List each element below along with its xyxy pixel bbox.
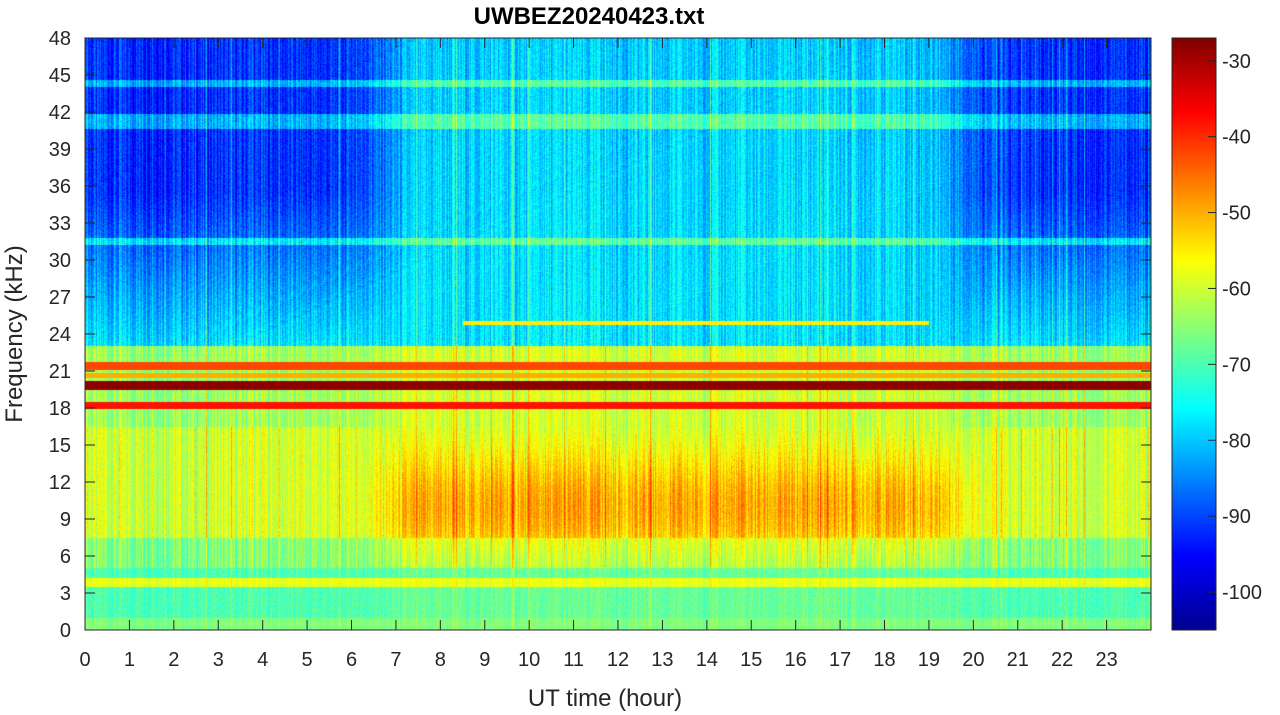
y-tick-label: 27 [49,287,71,309]
x-tick-label: 8 [435,649,446,671]
x-tick-label: 10 [518,649,540,671]
colorbar-tick-label: -80 [1222,430,1251,452]
chart-title: UWBEZ20240423.txt [474,3,705,30]
x-tick-label: 4 [257,649,268,671]
x-tick-label: 22 [1051,649,1073,671]
colorbar-tick-label: -90 [1222,506,1251,528]
x-tick-label: 15 [740,649,762,671]
y-tick-label: 45 [49,65,71,87]
x-tick-label: 7 [390,649,401,671]
y-tick-label: 18 [49,398,71,420]
colorbar-axis: -30 -40 -50 -60 -70 -80 -90 -100 [1208,51,1262,604]
y-tick-label: 12 [49,472,71,494]
x-tick-label: 13 [651,649,673,671]
y-tick-label: 42 [49,102,71,124]
x-tick-label: 2 [168,649,179,671]
y-axis-label: Frequency (kHz) [1,245,28,422]
y-tick-label: 24 [49,324,71,346]
x-tick-label: 3 [213,649,224,671]
colorbar [1171,37,1217,631]
y-tick-label: 6 [60,546,71,568]
x-tick-label: 11 [563,649,584,671]
colorbar-tick-label: -60 [1222,278,1251,300]
x-tick-label: 6 [346,649,357,671]
x-tick-label: 1 [124,649,135,671]
y-tick-label: 21 [49,361,71,383]
x-axis: 0 1 2 3 4 5 6 7 8 9 10 11 12 13 14 15 16 17 18 19 20 21 22 23 [79,38,1118,671]
x-tick-label: 12 [607,649,629,671]
colorbar-tick-label: -70 [1222,354,1251,376]
colorbar-tick-label: -100 [1222,582,1262,604]
x-tick-label: 16 [785,649,807,671]
x-axis-label: UT time (hour) [528,685,682,712]
colorbar-tick-label: -50 [1222,203,1251,225]
x-tick-label: 9 [479,649,490,671]
x-tick-label: 23 [1095,649,1117,671]
y-tick-label: 9 [60,509,71,531]
x-tick-label: 0 [79,649,90,671]
y-tick-label: 36 [49,176,71,198]
x-tick-label: 20 [962,649,984,671]
y-tick-label: 0 [60,620,71,642]
y-tick-label: 30 [49,250,71,272]
x-tick-label: 19 [918,649,940,671]
y-tick-label: 3 [60,583,71,605]
y-tick-label: 33 [49,213,71,235]
x-tick-label: 18 [873,649,895,671]
spectrogram-plot-area [85,38,1151,630]
y-tick-label: 39 [49,139,71,161]
y-tick-label: 48 [49,28,71,50]
colorbar-tick-label: -40 [1222,127,1251,149]
x-tick-label: 21 [1007,649,1029,671]
x-tick-label: 5 [302,649,313,671]
x-tick-label: 14 [696,649,718,671]
colorbar-tick-label: -30 [1222,51,1251,73]
y-tick-label: 15 [49,435,71,457]
x-tick-label: 17 [829,649,851,671]
